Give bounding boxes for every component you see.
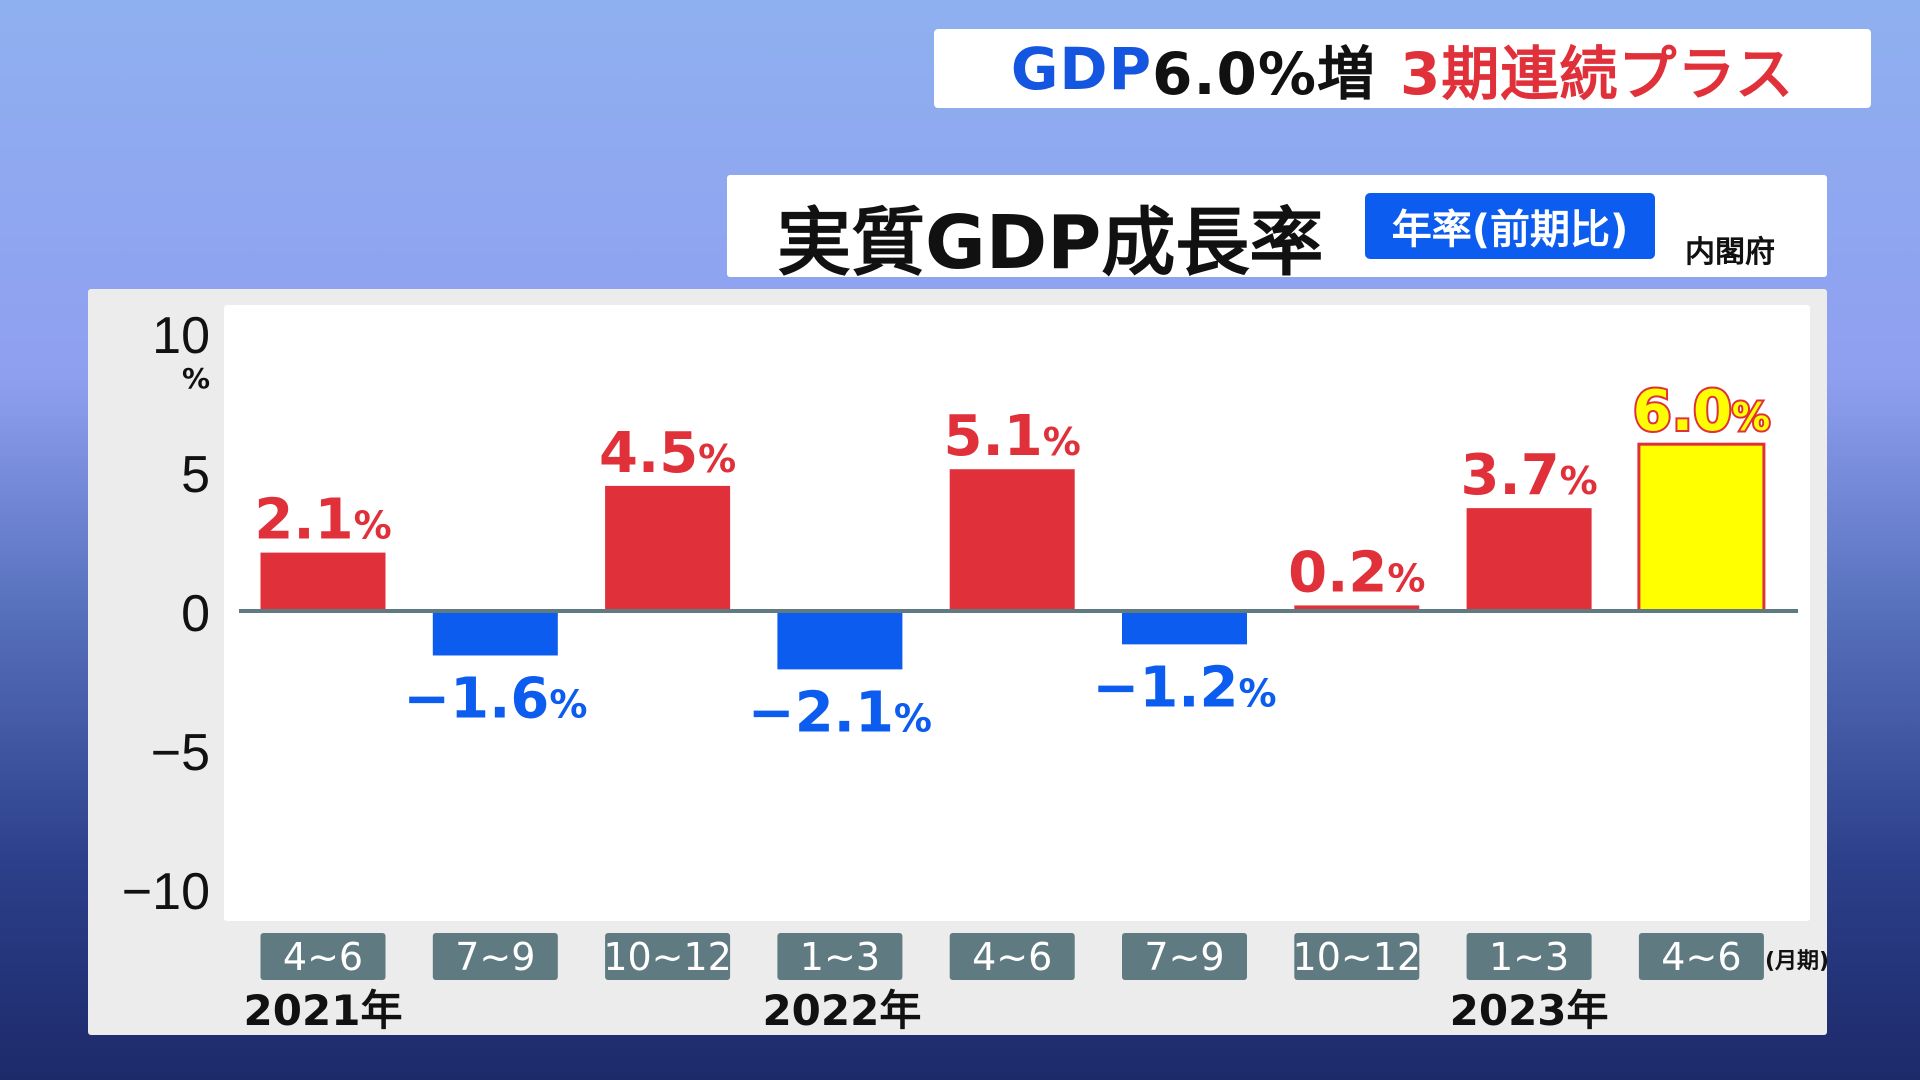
data-label: 2.1% <box>254 488 391 553</box>
category-label: 10~12 <box>603 935 732 979</box>
category-box <box>949 933 1075 980</box>
annualized-badge: 年率(前期比) <box>1365 193 1655 259</box>
headline-streak: 3期連続プラス <box>1399 39 1795 108</box>
category-label: 4~6 <box>283 935 363 979</box>
category-box <box>1466 933 1592 980</box>
chart-title-box: 実質GDP成長率 年率(前期比) 内閣府 <box>727 175 1827 286</box>
data-label: 5.1% <box>944 404 1081 469</box>
year-label: 2021年 <box>244 986 403 1035</box>
bar <box>1122 611 1247 645</box>
chart-title: 実質GDP成長率 <box>777 200 1324 286</box>
category-label: 7~9 <box>1144 935 1224 979</box>
data-label: 3.7% <box>1460 443 1597 508</box>
data-label: −1.6% <box>403 666 587 731</box>
headline-growth: 6.0%増 <box>1152 39 1376 108</box>
category-box <box>777 933 903 980</box>
category-label: 1~3 <box>800 935 880 979</box>
y-tick-label: 5 <box>181 446 210 504</box>
category-box <box>1638 933 1764 980</box>
category-label: 10~12 <box>1293 935 1422 979</box>
bar <box>949 469 1075 611</box>
data-label: 4.5% <box>599 421 736 486</box>
category-box <box>605 933 731 980</box>
category-box <box>1294 933 1420 980</box>
headline-banner: GDP 6.0%増 3期連続プラス <box>934 29 1871 108</box>
y-tick-label: −10 <box>122 863 210 921</box>
y-tick-label: −5 <box>151 724 210 782</box>
year-label: 2023年 <box>1450 986 1609 1035</box>
source-label: 内閣府 <box>1685 235 1775 270</box>
bar <box>432 611 558 656</box>
category-label: 4~6 <box>972 935 1052 979</box>
y-axis-unit: % <box>182 362 210 395</box>
bar <box>260 552 386 611</box>
data-label: −1.2% <box>1092 655 1276 720</box>
bar <box>777 611 903 670</box>
y-tick-label: 0 <box>181 585 210 643</box>
bar <box>605 485 731 611</box>
year-label: 2022年 <box>762 986 921 1035</box>
y-tick-label: 10 <box>152 307 210 365</box>
category-box <box>260 933 386 980</box>
headline-gdp: GDP <box>1010 34 1153 103</box>
category-label: 1~3 <box>1489 935 1569 979</box>
category-label: 4~6 <box>1661 935 1741 979</box>
category-label: 7~9 <box>455 935 535 979</box>
category-unit: (月期) <box>1765 949 1829 974</box>
data-label: 0.2% <box>1288 540 1425 605</box>
bar <box>1294 605 1420 611</box>
data-label: 6.0% <box>1633 379 1770 444</box>
bar <box>1637 442 1766 613</box>
data-label: −2.1% <box>748 680 932 745</box>
category-box <box>432 933 558 980</box>
bar <box>1466 508 1592 611</box>
category-box <box>1122 933 1247 980</box>
